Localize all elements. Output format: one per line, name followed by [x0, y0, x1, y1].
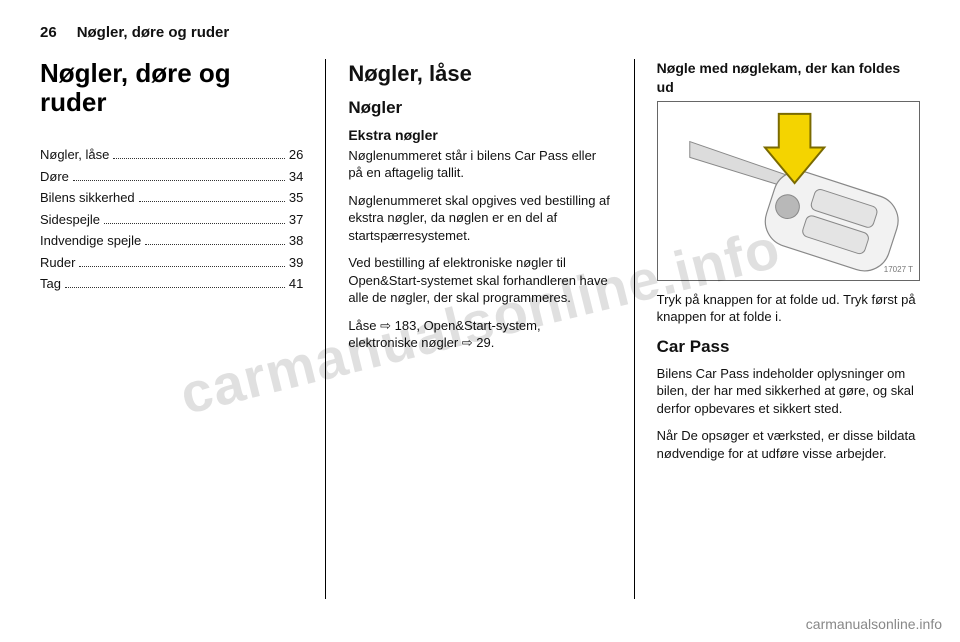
- cross-ref: ⇨ 183: [380, 318, 416, 333]
- paragraph: Bilens Car Pass indeholder oplysninger o…: [657, 365, 920, 418]
- toc-page: 39: [289, 254, 303, 272]
- toc-label: Ruder: [40, 254, 75, 272]
- key-fob-svg: [658, 102, 919, 280]
- toc-page: 34: [289, 168, 303, 186]
- toc-dots: [79, 266, 284, 267]
- heading-extra-keys: Ekstra nøgler: [348, 126, 611, 145]
- column-3: Nøgle med nøglekam, der kan foldes ud: [635, 59, 920, 599]
- cross-ref: ⇨ 29: [462, 335, 491, 350]
- paragraph: Nøglenummeret skal opgives ved bestillin…: [348, 192, 611, 245]
- toc-row: Nøgler, låse 26: [40, 146, 303, 164]
- toc-dots: [65, 287, 285, 288]
- paragraph: Ved bestilling af elektroniske nøgler ti…: [348, 254, 611, 307]
- toc-dots: [139, 201, 285, 202]
- toc-label: Indvendige spejle: [40, 232, 141, 250]
- toc-row: Indvendige spejle 38: [40, 232, 303, 250]
- paragraph: Tryk på knappen for at folde ud. Tryk fø…: [657, 291, 920, 326]
- heading-keys: Nøgler: [348, 97, 611, 120]
- toc-label: Tag: [40, 275, 61, 293]
- toc-dots: [73, 180, 285, 181]
- text: .: [491, 335, 495, 350]
- text: Låse: [348, 318, 380, 333]
- toc-row: Døre 34: [40, 168, 303, 186]
- toc-page: 41: [289, 275, 303, 293]
- toc-row: Ruder 39: [40, 254, 303, 272]
- manual-page: 26 Nøgler, døre og ruder Nøgler, døre og…: [0, 0, 960, 642]
- figure-id: 17027 T: [884, 265, 913, 276]
- page-header: 26 Nøgler, døre og ruder: [40, 24, 920, 41]
- column-2: Nøgler, låse Nøgler Ekstra nøgler Nøglen…: [326, 59, 633, 599]
- footer-link: carmanualsonline.info: [806, 616, 942, 632]
- key-fob-figure: 17027 T: [657, 101, 920, 281]
- header-section-title: Nøgler, døre og ruder: [77, 24, 230, 41]
- heading-car-pass: Car Pass: [657, 336, 920, 359]
- toc-label: Nøgler, låse: [40, 146, 109, 164]
- toc-label: Sidespejle: [40, 211, 100, 229]
- content-columns: Nøgler, døre og ruder Nøgler, låse 26 Dø…: [40, 59, 920, 599]
- toc-page: 26: [289, 146, 303, 164]
- toc-page: 35: [289, 189, 303, 207]
- heading-foldable-key: Nøgle med nøglekam, der kan foldes ud: [657, 59, 920, 97]
- chapter-title: Nøgler, døre og ruder: [40, 59, 303, 116]
- paragraph: Nøglenummeret står i bilens Car Pass ell…: [348, 147, 611, 182]
- column-1: Nøgler, døre og ruder Nøgler, låse 26 Dø…: [40, 59, 325, 599]
- toc-page: 38: [289, 232, 303, 250]
- toc-label: Bilens sikkerhed: [40, 189, 135, 207]
- paragraph: Når De opsøger et værksted, er disse bil…: [657, 427, 920, 462]
- toc-dots: [113, 158, 284, 159]
- toc-page: 37: [289, 211, 303, 229]
- paragraph: Låse ⇨ 183, Open&Start-system, elektroni…: [348, 317, 611, 352]
- toc-row: Sidespejle 37: [40, 211, 303, 229]
- heading-keys-locks: Nøgler, låse: [348, 59, 611, 89]
- toc-dots: [104, 223, 285, 224]
- table-of-contents: Nøgler, låse 26 Døre 34 Bilens sikkerhed…: [40, 146, 303, 293]
- toc-label: Døre: [40, 168, 69, 186]
- toc-row: Tag 41: [40, 275, 303, 293]
- toc-dots: [145, 244, 285, 245]
- toc-row: Bilens sikkerhed 35: [40, 189, 303, 207]
- page-number: 26: [40, 24, 57, 41]
